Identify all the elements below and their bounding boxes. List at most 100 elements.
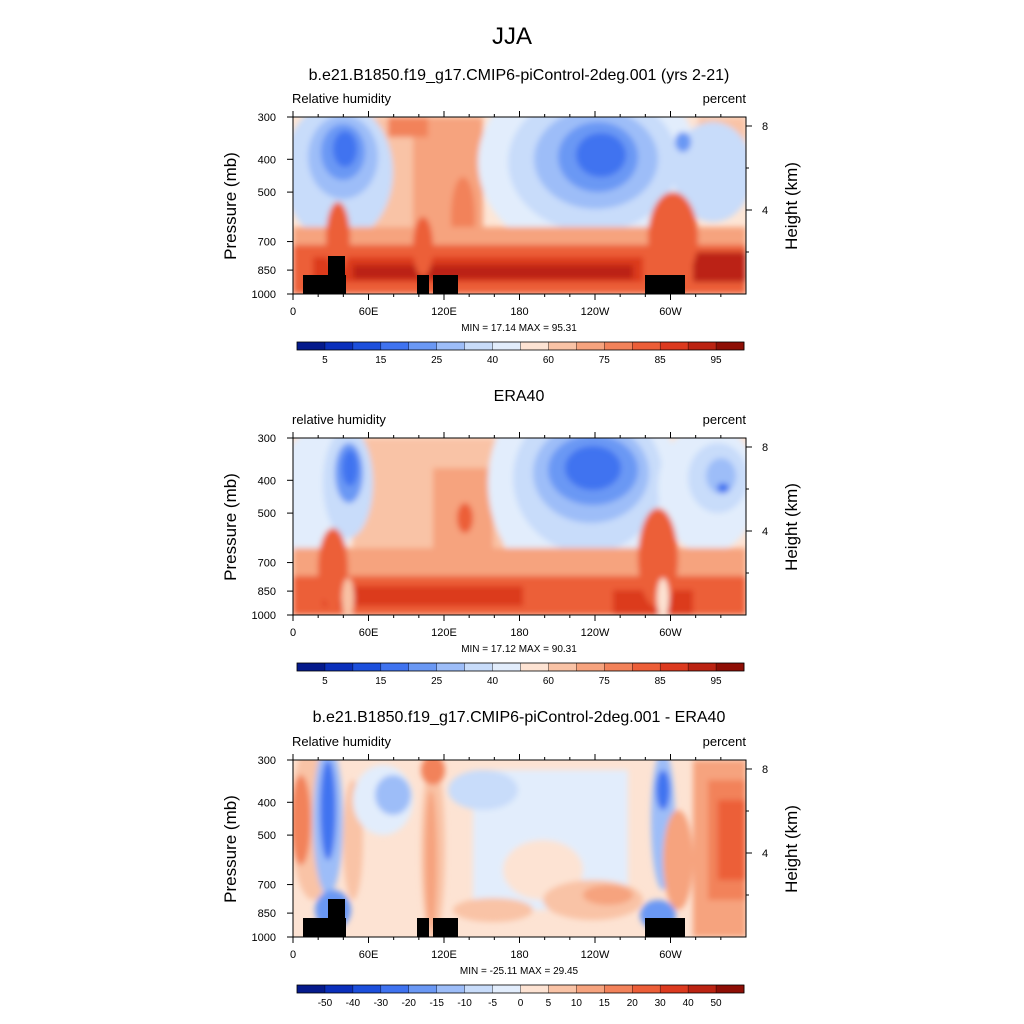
colorbar-swatch [660,342,689,350]
colorbar-label: 75 [599,676,611,687]
colorbar-swatch [380,663,410,671]
colorbar-swatch [716,985,745,993]
colorbar-swatch [604,663,633,671]
colorbar-label: 0 [518,998,524,1009]
colorbar-swatch [297,985,326,993]
colorbar-label: 40 [487,676,499,687]
colorbar-swatch [660,985,689,993]
colorbar-swatch [688,342,717,350]
y-tick-label: 700 [258,558,276,570]
panel-model-field [293,117,746,294]
x-tick-label: 120W [581,949,610,961]
colorbar-label: 40 [683,998,695,1009]
panel-model-stats: MIN = 17.14 MAX = 95.31 [461,323,577,334]
colorbar-label: 50 [711,998,723,1009]
colorbar-swatch [352,985,382,993]
panel-difference-ylabel: Pressure (mb) [221,795,240,903]
panel-difference: b.e21.B1850.f19_g17.CMIP6-piControl-2deg… [221,709,801,1009]
colorbar-label: -15 [429,998,444,1009]
colorbar-swatch [352,342,382,350]
x-tick-label: 0 [290,306,296,318]
panel-era40-field [293,438,746,615]
colorbar-swatch [548,663,577,671]
panel-era40-colorbar: 5 15 25 40 60 75 85 95 [296,662,745,687]
colorbar-swatch [297,663,326,671]
colorbar-swatch [352,663,382,671]
colorbar-swatch [436,342,466,350]
colorbar-label: 25 [431,355,443,366]
y-right-tick-label: 8 [762,442,768,454]
colorbar-label: -5 [488,998,497,1009]
panel-model-units-label: percent [703,91,747,106]
colorbar-swatch [632,985,661,993]
x-tick-label: 60W [659,306,682,318]
colorbar-swatch [464,985,493,993]
x-tick-label: 120E [431,627,457,639]
x-tick-label: 0 [290,627,296,639]
y-tick-label: 400 [258,475,276,487]
colorbar-swatch [408,663,438,671]
colorbar-swatch [324,985,354,993]
colorbar-swatch [688,985,717,993]
panel-era40-stats: MIN = 17.12 MAX = 90.31 [461,644,577,655]
panel-difference-stats: MIN = -25.11 MAX = 29.45 [460,966,579,977]
y-tick-label: 500 [258,830,276,842]
y-tick-label: 1000 [252,610,276,622]
colorbar-swatch [716,663,745,671]
x-tick-label: 120E [431,306,457,318]
colorbar-swatch [576,663,605,671]
colorbar-swatch [632,663,661,671]
colorbar-swatch [380,342,410,350]
colorbar-swatch [688,663,717,671]
colorbar-swatch [520,663,549,671]
colorbar-swatch [408,342,438,350]
colorbar-label: 15 [375,355,387,366]
colorbar-swatch [632,342,661,350]
panel-model-topography [303,256,685,294]
y-tick-label: 1000 [252,289,276,301]
colorbar-label: -20 [402,998,417,1009]
colorbar-swatch [380,985,410,993]
panel-difference-colorbar: -50 -40 -30 -20 -15 -10 -5 0 5 10 15 20 30 40 50 [296,984,745,1009]
panel-difference-ylabel-right: Height (km) [782,805,801,893]
colorbar-swatch [576,985,605,993]
colorbar-label: 85 [655,355,667,366]
colorbar-swatch [660,663,689,671]
colorbar-label: 15 [375,676,387,687]
colorbar-label: 40 [487,355,499,366]
x-tick-label: 60E [359,627,379,639]
y-right-tick-label: 4 [762,848,768,860]
x-tick-label: 120W [581,627,610,639]
panel-model-variable-label: Relative humidity [292,91,391,106]
colorbar-label: 30 [655,998,667,1009]
colorbar-label: 5 [546,998,552,1009]
colorbar-label: -30 [374,998,389,1009]
colorbar-swatch [576,342,605,350]
colorbar-swatch [492,985,521,993]
y-tick-label: 850 [258,908,276,920]
colorbar-swatch [436,985,466,993]
colorbar-swatch [324,663,354,671]
panel-difference-field [293,760,746,937]
x-tick-label: 120W [581,306,610,318]
x-tick-label: 60E [359,306,379,318]
x-tick-label: 60E [359,949,379,961]
panel-model-ylabel-right: Height (km) [782,162,801,250]
colorbar-swatch [492,663,521,671]
x-tick-label: 180 [510,949,528,961]
panel-difference-units-label: percent [703,734,747,749]
panel-difference-title: b.e21.B1850.f19_g17.CMIP6-piControl-2deg… [313,709,726,726]
colorbar-label: 20 [627,998,639,1009]
y-tick-label: 850 [258,265,276,277]
y-right-tick-label: 8 [762,121,768,133]
colorbar-swatch [548,985,577,993]
colorbar-swatch [604,985,633,993]
colorbar-label: 95 [711,676,723,687]
y-tick-label: 400 [258,154,276,166]
y-tick-label: 500 [258,508,276,520]
colorbar-label: 95 [711,355,723,366]
y-tick-label: 300 [258,112,276,124]
colorbar-swatch [297,342,326,350]
panel-difference-variable-label: Relative humidity [292,734,391,749]
